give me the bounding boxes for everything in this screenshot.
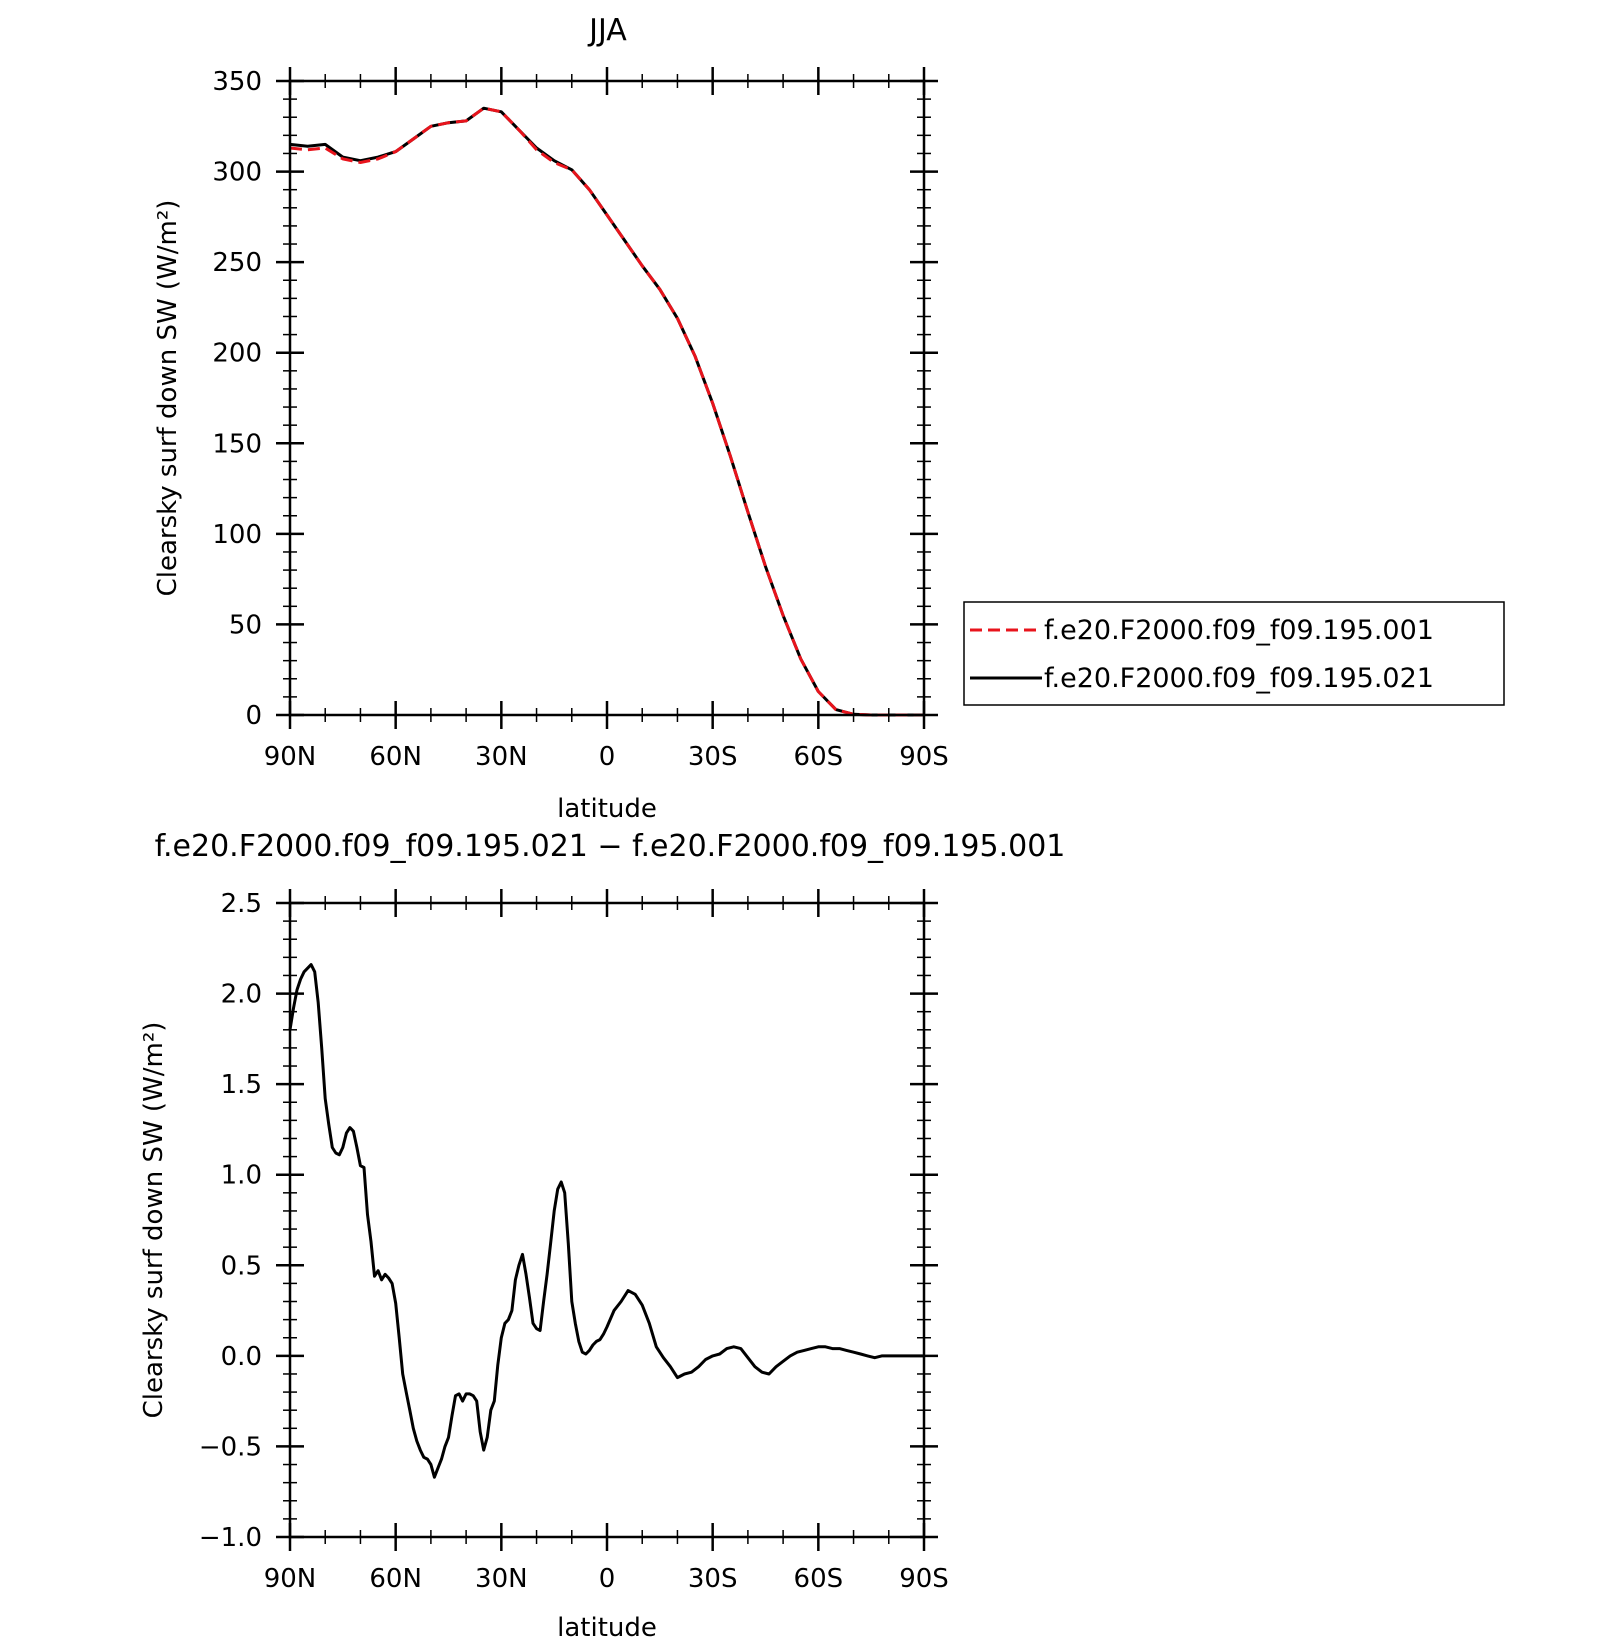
bottom-series-layer bbox=[288, 963, 924, 1479]
top-x-tick-label: 90S bbox=[899, 742, 949, 772]
bottom-y-tick-label: −0.5 bbox=[199, 1432, 262, 1462]
top-y-tick-label: 300 bbox=[212, 158, 262, 188]
top-y-tick-label: 50 bbox=[229, 610, 262, 640]
top-x-tick-label: 0 bbox=[599, 742, 616, 772]
top-y-axis-label: Clearsky surf down SW (W/m²) bbox=[153, 200, 183, 597]
bottom-plot-frame bbox=[288, 901, 926, 1539]
bottom-x-tick-label: 60N bbox=[369, 1564, 422, 1594]
top-series-line-1 bbox=[289, 106, 924, 717]
top-x-tick-label: 60S bbox=[794, 742, 844, 772]
top-x-tick-label: 30S bbox=[688, 742, 738, 772]
bottom-panel: f.e20.F2000.f09_f09.195.021 − f.e20.F200… bbox=[139, 829, 1065, 1641]
top-y-tick-label: 200 bbox=[212, 339, 262, 369]
top-y-tick-label: 350 bbox=[212, 67, 262, 97]
top-series-line-2 bbox=[289, 106, 924, 717]
top-y-tick-label: 250 bbox=[212, 248, 262, 278]
bottom-x-tick-label: 60S bbox=[794, 1564, 844, 1594]
bottom-x-tick-label: 90N bbox=[264, 1564, 317, 1594]
top-series-layer bbox=[289, 106, 924, 717]
bottom-x-tick-label: 30N bbox=[475, 1564, 528, 1594]
top-x-tick-label: 90N bbox=[264, 742, 317, 772]
legend-label-series-1: f.e20.F2000.f09_f09.195.001 bbox=[1044, 615, 1434, 646]
bottom-x-axis-label: latitude bbox=[557, 1613, 657, 1641]
top-x-tick-label: 30N bbox=[475, 742, 528, 772]
top-tick-layer: 90N 60N 30N 0 30S 60S 90S 0 50 100 150 200 250 300 350 bbox=[212, 67, 949, 772]
bottom-x-tick-label: 30S bbox=[688, 1564, 738, 1594]
bottom-y-tick-label: 0.5 bbox=[221, 1251, 262, 1281]
bottom-x-tick-label: 0 bbox=[599, 1564, 616, 1594]
top-plot-frame bbox=[288, 79, 926, 717]
top-chart-title: JJA bbox=[587, 13, 627, 48]
bottom-y-tick-label: 0.0 bbox=[221, 1342, 262, 1372]
bottom-y-tick-label: 1.5 bbox=[221, 1070, 262, 1100]
top-x-axis-label: latitude bbox=[557, 794, 657, 824]
top-y-tick-label: 150 bbox=[212, 429, 262, 459]
bottom-y-tick-label: 2.5 bbox=[221, 889, 262, 919]
bottom-x-tick-label: 90S bbox=[899, 1564, 949, 1594]
bottom-y-axis-label: Clearsky surf down SW (W/m²) bbox=[139, 1022, 169, 1419]
top-y-tick-label: 0 bbox=[245, 701, 262, 731]
bottom-y-tick-label: −1.0 bbox=[199, 1523, 262, 1553]
top-panel: JJA 90N 60N 30N 0 30S 60S 90S 0 50 100 150 200 250 30… bbox=[153, 13, 1505, 824]
bottom-y-tick-label: 1.0 bbox=[221, 1161, 262, 1191]
top-y-tick-label: 100 bbox=[212, 520, 262, 550]
bottom-tick-layer: 90N 60N 30N 0 30S 60S 90S −1.0 −0.5 0.0 0.5 1.0 1.5 2… bbox=[199, 889, 949, 1594]
legend-box bbox=[963, 601, 1505, 706]
legend-label-series-2: f.e20.F2000.f09_f09.195.021 bbox=[1044, 663, 1434, 694]
legend: f.e20.F2000.f09_f09.195.001 f.e20.F2000.… bbox=[963, 601, 1505, 706]
bottom-series-line-1 bbox=[288, 963, 924, 1479]
top-x-tick-label: 60N bbox=[369, 742, 422, 772]
bottom-y-tick-label: 2.0 bbox=[221, 980, 262, 1010]
bottom-chart-title: f.e20.F2000.f09_f09.195.021 − f.e20.F200… bbox=[155, 829, 1066, 864]
